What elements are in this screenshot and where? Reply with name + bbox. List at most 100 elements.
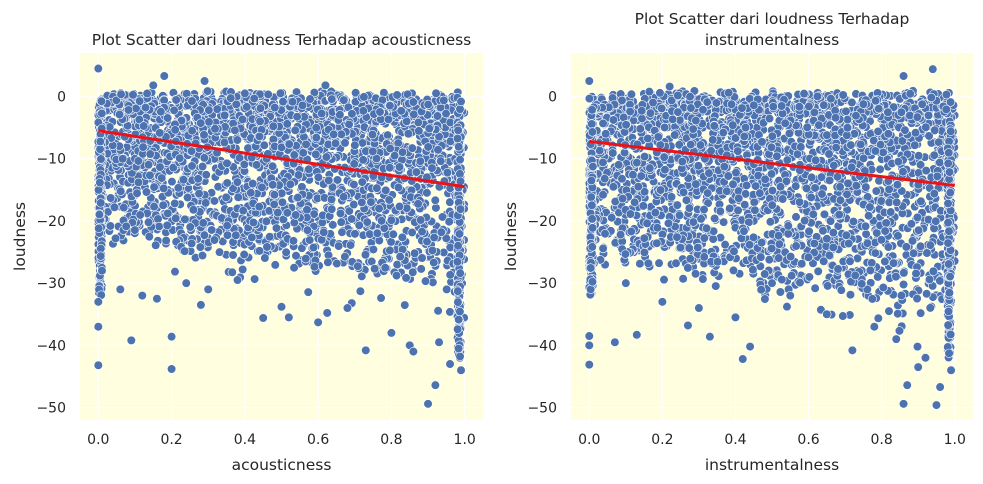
- scatter-point: [367, 130, 378, 140]
- scatter-point: [126, 335, 136, 345]
- scatter-point: [455, 351, 465, 362]
- scatter-point: [431, 88, 441, 98]
- scatter-point: [163, 208, 173, 218]
- scatter-point: [145, 170, 155, 180]
- scatter-point: [207, 225, 217, 235]
- scatter-point: [439, 95, 449, 105]
- scatter-point: [155, 128, 165, 138]
- scatter-point: [243, 143, 253, 153]
- scatter-point: [385, 245, 395, 256]
- scatter-point: [311, 133, 321, 143]
- scatter-point: [311, 149, 321, 159]
- scatter-point: [370, 264, 380, 274]
- scatter-point: [148, 80, 158, 90]
- scatter-point: [436, 156, 446, 166]
- scatter-point: [302, 205, 312, 215]
- scatter-point: [358, 106, 368, 116]
- scatter-point: [226, 93, 236, 103]
- scatter-point: [807, 172, 817, 183]
- scatter-point: [289, 218, 299, 228]
- scatter-point: [791, 181, 801, 191]
- scatter-point: [910, 140, 920, 150]
- scatter-point: [396, 106, 406, 116]
- scatter-point: [313, 317, 323, 327]
- scatter-point: [324, 175, 334, 185]
- scatter-point: [407, 227, 417, 238]
- scatter-point: [433, 306, 443, 316]
- scatter-point: [108, 140, 118, 151]
- scatter-point: [429, 232, 439, 243]
- scatter-point: [222, 178, 232, 188]
- scatter-point: [813, 266, 823, 276]
- scatter-point: [386, 237, 396, 247]
- scatter-point: [141, 187, 152, 197]
- scatter-point: [199, 76, 210, 86]
- scatter-point: [203, 86, 213, 96]
- scatter-point: [366, 197, 376, 207]
- scatter-point: [251, 160, 262, 170]
- scatter-point: [121, 221, 131, 231]
- scatter-point: [361, 345, 371, 355]
- scatter-point: [330, 138, 341, 148]
- scatter-point: [825, 216, 836, 226]
- scatter-point: [375, 107, 385, 117]
- scatter-point: [698, 274, 708, 284]
- scatter-point: [453, 297, 463, 307]
- scatter-point: [454, 229, 465, 239]
- scatter-point: [424, 124, 434, 134]
- scatter-point: [906, 219, 916, 229]
- scatter-point: [368, 146, 378, 156]
- scatter-point: [93, 297, 103, 307]
- scatter-point: [782, 302, 792, 312]
- scatter-point: [453, 241, 463, 251]
- scatter-point: [133, 177, 144, 187]
- scatter-point: [292, 112, 302, 122]
- scatter-point: [408, 346, 418, 357]
- scatter-point: [381, 185, 391, 195]
- scatter-point: [288, 236, 299, 246]
- scatter-point: [392, 90, 402, 100]
- scatter-point: [284, 312, 294, 322]
- scatter-point: [925, 240, 935, 250]
- scatter-point: [678, 274, 688, 284]
- scatter-point: [203, 284, 213, 294]
- scatter-point: [187, 126, 197, 136]
- scatter-point: [749, 197, 759, 207]
- scatter-point: [297, 100, 308, 110]
- scatter-point: [358, 155, 368, 165]
- scatter-point: [395, 252, 405, 262]
- x-tick-label: 1.0: [454, 432, 476, 448]
- scatter-point: [777, 274, 787, 285]
- scatter-point: [386, 328, 397, 338]
- scatter-point: [238, 264, 248, 275]
- scatter-point: [214, 247, 225, 257]
- scatter-point: [133, 156, 143, 166]
- scatter-point: [455, 155, 465, 165]
- scatter-point: [231, 230, 241, 240]
- scatter-point: [293, 193, 303, 203]
- scatter-point: [441, 109, 451, 119]
- scatter-point: [349, 179, 359, 190]
- y-axis-label: loudness: [11, 202, 29, 271]
- y-tick-label: −40: [36, 338, 66, 354]
- scatter-point: [708, 234, 718, 244]
- x-tick-label: 0.6: [307, 432, 329, 448]
- scatter-point: [409, 109, 419, 120]
- scatter-point: [414, 126, 424, 136]
- scatter-point: [391, 270, 402, 281]
- scatter-point: [135, 210, 145, 220]
- scatter-point: [442, 168, 453, 178]
- scatter-point: [608, 148, 618, 158]
- scatter-point: [413, 199, 423, 209]
- scatter-point: [454, 142, 464, 152]
- scatter-point: [311, 123, 321, 133]
- scatter-point: [456, 96, 466, 107]
- y-tick-label: −20: [36, 214, 66, 230]
- scatter-point: [695, 140, 706, 150]
- scatter-point: [374, 203, 384, 214]
- scatter-point: [291, 251, 301, 261]
- scatter-point: [93, 360, 103, 370]
- scatter-point: [222, 230, 233, 240]
- scatter-point: [408, 97, 418, 107]
- x-tick-label: 0.4: [234, 432, 256, 448]
